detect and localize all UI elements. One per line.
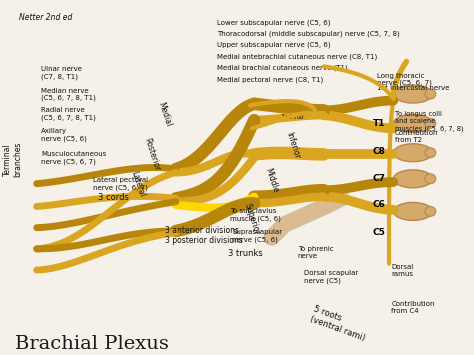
Text: Upper subscapular nerve (C5, 6): Upper subscapular nerve (C5, 6)	[217, 42, 331, 48]
Text: Brachial Plexus: Brachial Plexus	[15, 335, 169, 353]
Text: Musculocutaneous
nerve (C5, 6, 7): Musculocutaneous nerve (C5, 6, 7)	[41, 151, 106, 165]
Ellipse shape	[393, 202, 433, 220]
Text: Lateral pectoral
nerve (C5, 6, 7): Lateral pectoral nerve (C5, 6, 7)	[93, 177, 148, 191]
Text: Lower subscapular nerve (C5, 6): Lower subscapular nerve (C5, 6)	[217, 19, 331, 26]
Text: C6: C6	[373, 200, 385, 209]
Text: 3 cords: 3 cords	[98, 193, 128, 202]
Text: Medial pectoral nerve (C8, T1): Medial pectoral nerve (C8, T1)	[217, 76, 323, 83]
Text: Median nerve
(C5, 6, 7, 8, T1): Median nerve (C5, 6, 7, 8, T1)	[41, 88, 96, 101]
Text: Medial brachial cutaneous nerve (T1): Medial brachial cutaneous nerve (T1)	[217, 65, 348, 71]
Text: Long thoracic
nerve (C5, 6, 7): Long thoracic nerve (C5, 6, 7)	[377, 73, 432, 86]
Text: To longus colli
and scalene
muscles (C5, 6, 7, 8): To longus colli and scalene muscles (C5,…	[395, 111, 463, 131]
Text: Lateral: Lateral	[129, 170, 146, 198]
Text: Ulnar nerve
(C7, 8, T1): Ulnar nerve (C7, 8, T1)	[41, 66, 82, 80]
Text: Thoracodorsal (middle subscapular) nerve (C5, 7, 8): Thoracodorsal (middle subscapular) nerve…	[217, 31, 400, 37]
Text: 5 roots
(ventral rami): 5 roots (ventral rami)	[309, 304, 370, 343]
Text: C8: C8	[373, 147, 385, 155]
Ellipse shape	[425, 148, 436, 158]
Ellipse shape	[393, 85, 433, 103]
Ellipse shape	[425, 174, 436, 184]
Text: 1st intercostal nerve: 1st intercostal nerve	[377, 85, 450, 91]
Text: Radial nerve
(C5, 6, 7, 8, T1): Radial nerve (C5, 6, 7, 8, T1)	[41, 107, 96, 121]
Text: Middle: Middle	[264, 166, 280, 193]
Ellipse shape	[425, 207, 436, 216]
Text: Superior: Superior	[242, 202, 261, 236]
Text: T1: T1	[373, 119, 385, 128]
Text: Posterior: Posterior	[142, 137, 161, 172]
Text: Netter 2nd ed: Netter 2nd ed	[19, 12, 73, 22]
Text: To subclavius
muscle (C5, 6): To subclavius muscle (C5, 6)	[230, 208, 281, 222]
Text: Terminal
branches: Terminal branches	[3, 142, 23, 177]
Text: Dorsal scapular
nerve (C5): Dorsal scapular nerve (C5)	[304, 270, 358, 284]
Text: C5: C5	[373, 228, 385, 237]
Text: Contribution
from T2: Contribution from T2	[395, 130, 438, 143]
Ellipse shape	[393, 144, 433, 162]
Text: Contribution
from C4: Contribution from C4	[391, 301, 435, 314]
Text: 1st rib: 1st rib	[281, 114, 303, 120]
Text: Suprascapular
nerve (C5, 6): Suprascapular nerve (C5, 6)	[232, 229, 283, 243]
Text: Dorsal
ramus: Dorsal ramus	[391, 263, 413, 277]
Text: Axillary
nerve (C5, 6): Axillary nerve (C5, 6)	[41, 128, 87, 142]
Ellipse shape	[425, 89, 436, 99]
Text: C7: C7	[373, 174, 385, 183]
Ellipse shape	[393, 170, 433, 188]
Text: 3 trunks: 3 trunks	[228, 249, 263, 258]
Text: 3 anterior divisions
3 posterior divisions: 3 anterior divisions 3 posterior divisio…	[165, 226, 243, 245]
Ellipse shape	[393, 114, 433, 132]
Text: To phrenic
nerve: To phrenic nerve	[298, 246, 333, 259]
Text: Medial antebrachial cutaneous nerve (C8, T1): Medial antebrachial cutaneous nerve (C8,…	[217, 53, 377, 60]
Ellipse shape	[425, 119, 436, 128]
Text: Inferior: Inferior	[285, 131, 302, 160]
Text: Medial: Medial	[156, 101, 173, 128]
